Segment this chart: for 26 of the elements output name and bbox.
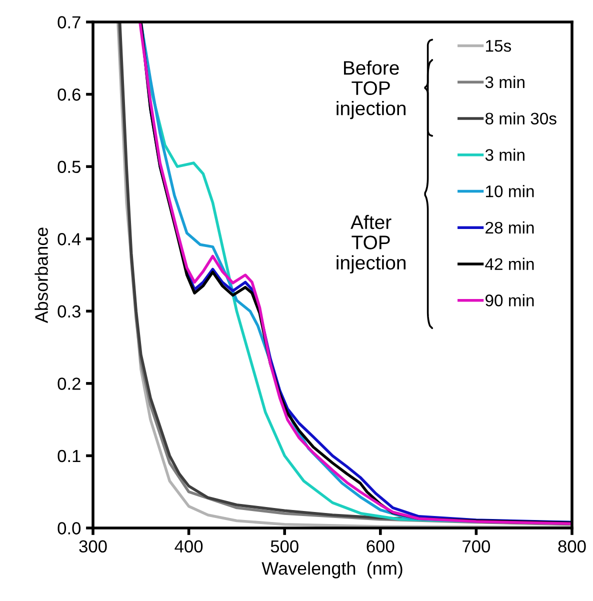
annotation: After TOP injection (336, 214, 406, 274)
x-axis-title: Wavelength (nm) (262, 562, 402, 578)
legend-label: 8 min 30s (485, 112, 556, 125)
y-tick-label: 0.6 (58, 88, 80, 101)
y-tick-label: 0.5 (58, 160, 80, 174)
x-tick-label: 300 (79, 540, 107, 553)
y-axis-title: Absorbance (34, 228, 48, 324)
x-tick-label: 500 (270, 540, 298, 553)
y-tick-label: 0.4 (58, 233, 81, 246)
annotation: Before TOP injection (336, 60, 406, 120)
y-tick-label: 0.2 (58, 378, 80, 390)
x-tick-label: 600 (366, 540, 394, 553)
x-tick-label: 800 (558, 540, 586, 553)
legend-label: 3 min (485, 148, 524, 161)
legend-label: 28 min (486, 221, 534, 234)
x-tick-label: 400 (174, 540, 203, 553)
legend-label: 42 min (485, 258, 534, 270)
y-tick-label: 0.7 (58, 16, 80, 28)
x-tick-label: 700 (462, 540, 490, 553)
y-tick-label: 0.3 (58, 305, 80, 318)
y-tick-label: 0.1 (58, 450, 80, 462)
y-tick-label: 0.0 (58, 522, 81, 534)
legend-label: 15s (486, 40, 512, 52)
legend-label: 3 min (485, 76, 524, 88)
legend-label: 90 min (486, 294, 534, 306)
legend-label: 10 min (486, 185, 534, 198)
